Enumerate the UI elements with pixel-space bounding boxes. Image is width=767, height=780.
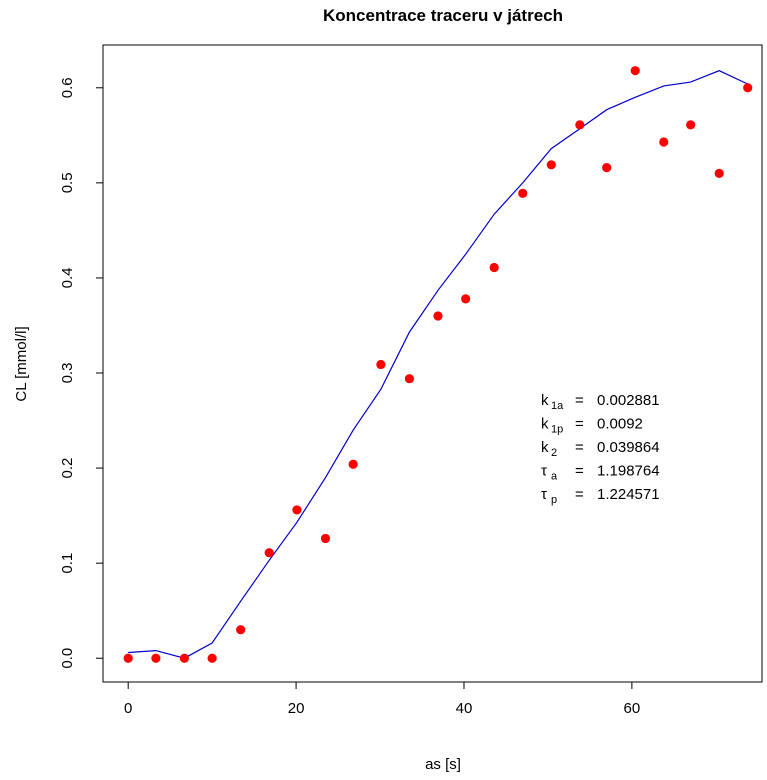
parameter-row: k 2 = 0.039864 bbox=[541, 439, 660, 459]
data-point bbox=[151, 653, 161, 663]
x-tick-label: 40 bbox=[456, 700, 473, 717]
data-point bbox=[489, 262, 499, 273]
parameter-symbol: k bbox=[541, 392, 549, 409]
data-point bbox=[630, 66, 640, 76]
parameter-subscript: a bbox=[551, 471, 558, 483]
y-tick-label: 0.2 bbox=[59, 458, 76, 479]
parameter-symbol: τ bbox=[541, 463, 547, 480]
fit-line-group bbox=[128, 70, 748, 659]
y-axis: 0.0 0.1 0.2 0.3 0.4 0.5 0.6 bbox=[59, 77, 104, 669]
parameter-row: k 1p = 0.0092 bbox=[541, 416, 643, 436]
x-axis-label: as [s] bbox=[425, 756, 461, 773]
data-point bbox=[433, 311, 443, 321]
points-group bbox=[123, 66, 753, 663]
data-point bbox=[207, 653, 217, 663]
parameter-value: 0.002881 bbox=[597, 392, 660, 409]
data-point bbox=[546, 160, 556, 170]
data-point bbox=[743, 83, 753, 93]
parameter-value: 1.224571 bbox=[597, 486, 660, 503]
parameter-value: 1.198764 bbox=[597, 463, 660, 480]
y-axis-label: CL [mmol/l] bbox=[13, 326, 30, 401]
parameter-symbol: k bbox=[541, 416, 549, 433]
data-point bbox=[320, 533, 331, 544]
fit-line bbox=[128, 70, 748, 659]
x-tick-label: 60 bbox=[624, 700, 641, 717]
parameter-value: 0.039864 bbox=[597, 439, 660, 456]
parameter-equals: = bbox=[575, 416, 584, 433]
data-point bbox=[404, 374, 415, 384]
x-axis: 0 20 40 60 bbox=[124, 681, 641, 717]
parameter-row: k 1a = 0.002881 bbox=[541, 392, 660, 412]
parameter-equals: = bbox=[575, 486, 584, 503]
data-point bbox=[236, 625, 246, 635]
parameter-equals: = bbox=[575, 392, 584, 409]
parameter-row: τ p = 1.224571 bbox=[541, 486, 660, 506]
x-tick-label: 20 bbox=[288, 700, 305, 717]
parameter-value: 0.0092 bbox=[597, 416, 643, 433]
data-point bbox=[575, 120, 585, 130]
y-tick-label: 0.6 bbox=[59, 77, 76, 98]
data-point bbox=[461, 294, 471, 304]
parameter-subscript: 1a bbox=[551, 400, 564, 412]
parameter-equals: = bbox=[575, 463, 584, 480]
data-point bbox=[686, 120, 696, 130]
parameter-symbol: τ bbox=[541, 486, 547, 503]
y-tick-label: 0.1 bbox=[59, 553, 76, 574]
data-point bbox=[376, 359, 386, 370]
data-point bbox=[292, 505, 302, 515]
parameter-subscript: 2 bbox=[551, 447, 557, 459]
x-tick-label: 0 bbox=[124, 700, 132, 717]
data-point bbox=[123, 653, 133, 663]
parameter-subscript: 1p bbox=[551, 424, 563, 436]
data-point bbox=[518, 188, 528, 198]
data-point bbox=[602, 163, 612, 173]
data-point bbox=[714, 168, 724, 178]
chart-title: Koncentrace traceru v játrech bbox=[323, 6, 563, 25]
data-point bbox=[264, 548, 274, 558]
data-point bbox=[659, 137, 669, 147]
parameter-equals: = bbox=[575, 439, 584, 456]
data-point bbox=[179, 653, 190, 663]
parameter-subscript: p bbox=[551, 494, 557, 506]
y-tick-label: 0.4 bbox=[59, 268, 76, 289]
data-point bbox=[348, 459, 358, 469]
parameter-row: τ a = 1.198764 bbox=[541, 463, 660, 483]
y-tick-label: 0.5 bbox=[59, 172, 76, 193]
y-tick-label: 0.0 bbox=[59, 648, 76, 669]
y-tick-label: 0.3 bbox=[59, 363, 76, 384]
parameter-symbol: k bbox=[541, 439, 549, 456]
